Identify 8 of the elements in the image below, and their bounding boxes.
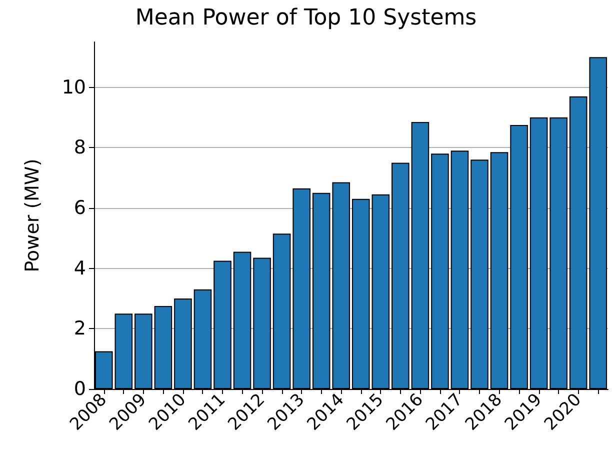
y-tick-label: 2: [74, 318, 86, 340]
y-tick-label: 6: [74, 196, 86, 219]
chart-title: Mean Power of Top 10 Systems: [135, 6, 477, 30]
y-axis-title: Power (MW): [22, 158, 44, 272]
y-tick-label: 10: [62, 76, 86, 98]
y-tick-label: 4: [74, 257, 86, 280]
y-tick-label: 8: [74, 136, 86, 159]
y-tick-label: 0: [74, 378, 86, 400]
